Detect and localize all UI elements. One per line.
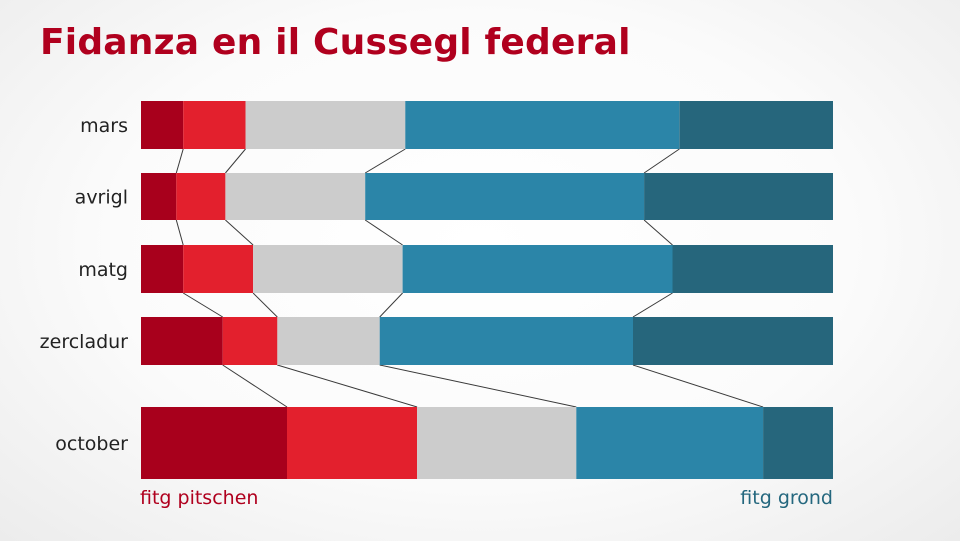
bar-segment-matg-2 [183, 245, 254, 293]
connector-line [632, 292, 673, 318]
bar-segment-zercladur-2 [222, 317, 278, 365]
low-end-label: fitg pitschen [140, 487, 258, 509]
bar-segment-matg-4 [402, 245, 673, 293]
bar-segment-mars-1 [141, 101, 184, 149]
row-label-avrigl: avrigl [75, 187, 128, 209]
connector-line [643, 148, 680, 174]
bar-segment-zercladur-5 [633, 317, 833, 365]
bar-segment-mars-2 [183, 101, 246, 149]
connector-line [364, 148, 406, 174]
high-end-label: fitg grond [740, 487, 833, 509]
connector-line [175, 148, 184, 174]
bar-segment-zercladur-4 [379, 317, 633, 365]
bar-segment-avrigl-3 [225, 173, 366, 220]
bar-segment-mars-4 [405, 101, 680, 149]
connector-line [182, 292, 223, 318]
bar-segment-october-3 [417, 407, 577, 479]
bar-segment-zercladur-3 [277, 317, 380, 365]
bar-segment-matg-3 [253, 245, 403, 293]
bar-segment-october-5 [763, 407, 833, 479]
row-labels: mars avrigl matg zercladur october [40, 115, 129, 455]
connector-line [364, 219, 403, 246]
connector-lines [175, 148, 764, 408]
connector-line [632, 364, 764, 408]
bar-segment-mars-5 [679, 101, 833, 149]
chart-title: Fidanza en il Cussegl federal [40, 22, 631, 63]
bar-segment-zercladur-1 [141, 317, 223, 365]
row-label-matg: matg [78, 259, 128, 281]
bar-segment-october-2 [287, 407, 418, 479]
connector-line [277, 364, 418, 408]
connector-line [225, 148, 246, 174]
connector-line [175, 219, 184, 246]
connector-line [379, 292, 403, 318]
row-label-zercladur: zercladur [40, 331, 129, 353]
connector-line [379, 364, 577, 408]
connector-line [225, 219, 254, 246]
bar-segment-avrigl-2 [176, 173, 226, 220]
connector-line [222, 364, 288, 408]
bar-segment-avrigl-4 [365, 173, 645, 220]
bar-segment-matg-5 [672, 245, 833, 293]
bar-segment-matg-1 [141, 245, 184, 293]
bar-segment-october-1 [141, 407, 287, 479]
row-label-october: october [55, 433, 128, 455]
connector-line [643, 219, 673, 246]
bar-segment-avrigl-5 [644, 173, 833, 220]
bar-segment-october-4 [576, 407, 764, 479]
bars-group [141, 101, 833, 479]
bar-segment-mars-3 [245, 101, 406, 149]
row-label-mars: mars [80, 115, 128, 137]
connector-line [252, 292, 278, 318]
bar-segment-avrigl-1 [141, 173, 177, 220]
